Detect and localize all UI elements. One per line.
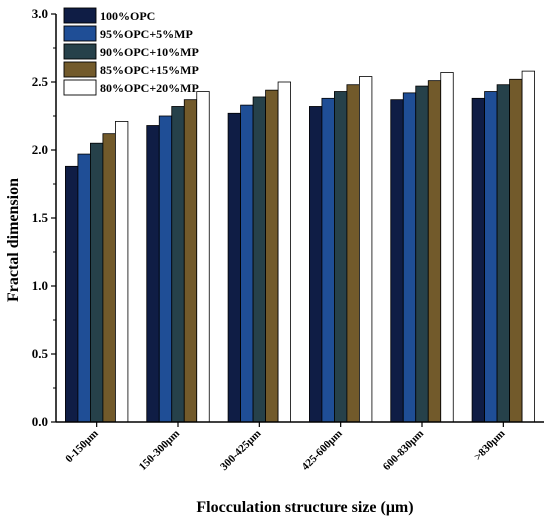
category-labels: 0-150μm 150-300μm 300-425μm 425-600μm 600-83… (63, 428, 507, 473)
bar-s0-c0 (65, 165, 79, 423)
bar-s0-c5 (471, 97, 485, 423)
legend-swatch (63, 25, 97, 42)
bar-s3-c5 (509, 78, 523, 423)
bar-s4-c1 (196, 91, 210, 423)
bar-s1-c1 (158, 115, 173, 423)
legend-swatch (63, 7, 97, 24)
x-tick-label: 300-425μm (218, 428, 263, 473)
bar-s4-c4 (440, 72, 454, 423)
bar-s1-c5 (484, 91, 498, 423)
bar-s1-c3 (321, 97, 335, 423)
bar-s0-c3 (309, 106, 323, 423)
bar-s0-c4 (390, 99, 404, 423)
bar-s3-c1 (183, 99, 198, 423)
bar-s2-c4 (415, 85, 429, 423)
bar-s2-c1 (171, 106, 185, 423)
x-tick-label: 425-600μm (299, 428, 344, 473)
bar-s4-c3 (359, 76, 373, 423)
bar-s3-c4 (427, 80, 442, 423)
bar-s3-c2 (265, 89, 279, 423)
legend-swatch (63, 79, 97, 96)
bar-s4-c5 (521, 70, 535, 423)
x-axis-title: Flocculation structure size (μm) (196, 499, 413, 516)
bar-s2-c3 (334, 91, 348, 423)
bar-s1-c2 (240, 104, 254, 423)
legend-label: 90%OPC+10%MP (100, 45, 199, 59)
y-axis-title: Fractal dimension (5, 178, 22, 302)
x-tick-label: >830μm (472, 428, 507, 463)
bar-s0-c1 (146, 125, 160, 423)
bar-s0-c2 (227, 112, 241, 423)
bars-group (65, 70, 535, 423)
bar-s2-c0 (90, 142, 104, 423)
legend-label: 100%OPC (100, 9, 155, 23)
y-tick-label: 0.5 (32, 346, 49, 361)
x-tick-label: 0-150μm (63, 428, 101, 466)
x-tick-label: 150-300μm (137, 428, 182, 473)
legend-label: 85%OPC+15%MP (100, 63, 199, 77)
y-tick-label: 2.0 (32, 142, 48, 157)
bar-s3-c3 (346, 84, 360, 423)
legend-label: 80%OPC+20%MP (100, 81, 199, 95)
y-tick-label: 2.5 (32, 74, 49, 89)
legend: 100%OPC 95%OPC+5%MP 90%OPC+10%MP 85%OPC+15%… (63, 7, 199, 96)
bar-s4-c2 (277, 81, 291, 423)
y-tick-labels: 0.0 0.5 1.0 1.5 2.0 2.5 3.0 (32, 6, 49, 429)
bar-s2-c5 (496, 84, 510, 423)
y-tick-label: 3.0 (32, 6, 48, 21)
bar-s3-c0 (102, 133, 116, 423)
legend-swatch (63, 61, 97, 78)
x-tick-label: 600-830μm (381, 428, 426, 473)
legend-swatch (63, 43, 97, 60)
y-tick-label: 0.0 (32, 414, 48, 429)
bar-s4-c0 (115, 121, 129, 423)
bar-s1-c4 (402, 92, 417, 423)
bar-s1-c0 (77, 153, 91, 423)
axes-group (51, 13, 544, 427)
legend-label: 95%OPC+5%MP (100, 27, 193, 41)
y-tick-label: 1.0 (32, 278, 48, 293)
y-tick-label: 1.5 (32, 210, 49, 225)
bar-s2-c2 (252, 96, 266, 423)
